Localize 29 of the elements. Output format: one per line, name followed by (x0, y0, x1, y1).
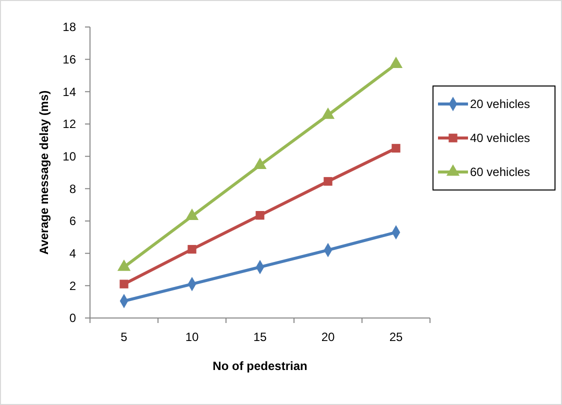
point (185, 208, 199, 220)
point (256, 211, 264, 220)
legend-label: 20 vehicles (470, 97, 530, 112)
x-tick-label: 10 (185, 330, 199, 344)
y-tick-label: 2 (69, 278, 76, 293)
x-tick-label: 25 (389, 330, 403, 344)
x-axis-title: No of pedestrian (212, 359, 308, 373)
y-tick-label: 8 (69, 182, 76, 196)
point (324, 177, 332, 186)
y-tick-label: 6 (69, 214, 76, 228)
point (120, 280, 128, 288)
y-axis-title: Average message delay (ms) (37, 90, 51, 255)
x-tick-label: 20 (321, 330, 335, 344)
y-tick-label: 14 (62, 84, 76, 99)
y-tick-label: 0 (69, 311, 76, 326)
legend-label: 60 vehicles (470, 165, 530, 180)
y-tick-label: 16 (62, 52, 76, 67)
point (253, 158, 267, 170)
x-tick-label: 15 (253, 330, 267, 344)
point (392, 144, 400, 153)
y-tick-label: 10 (62, 150, 76, 164)
x-tick-label: 5 (120, 330, 128, 344)
point (188, 244, 196, 254)
point (321, 108, 335, 119)
y-tick-label: 4 (69, 246, 76, 261)
legend-label: 40 vehicles (470, 131, 530, 146)
y-tick-label: 12 (62, 117, 76, 132)
point (389, 56, 403, 68)
y-tick-label: 18 (62, 20, 76, 34)
